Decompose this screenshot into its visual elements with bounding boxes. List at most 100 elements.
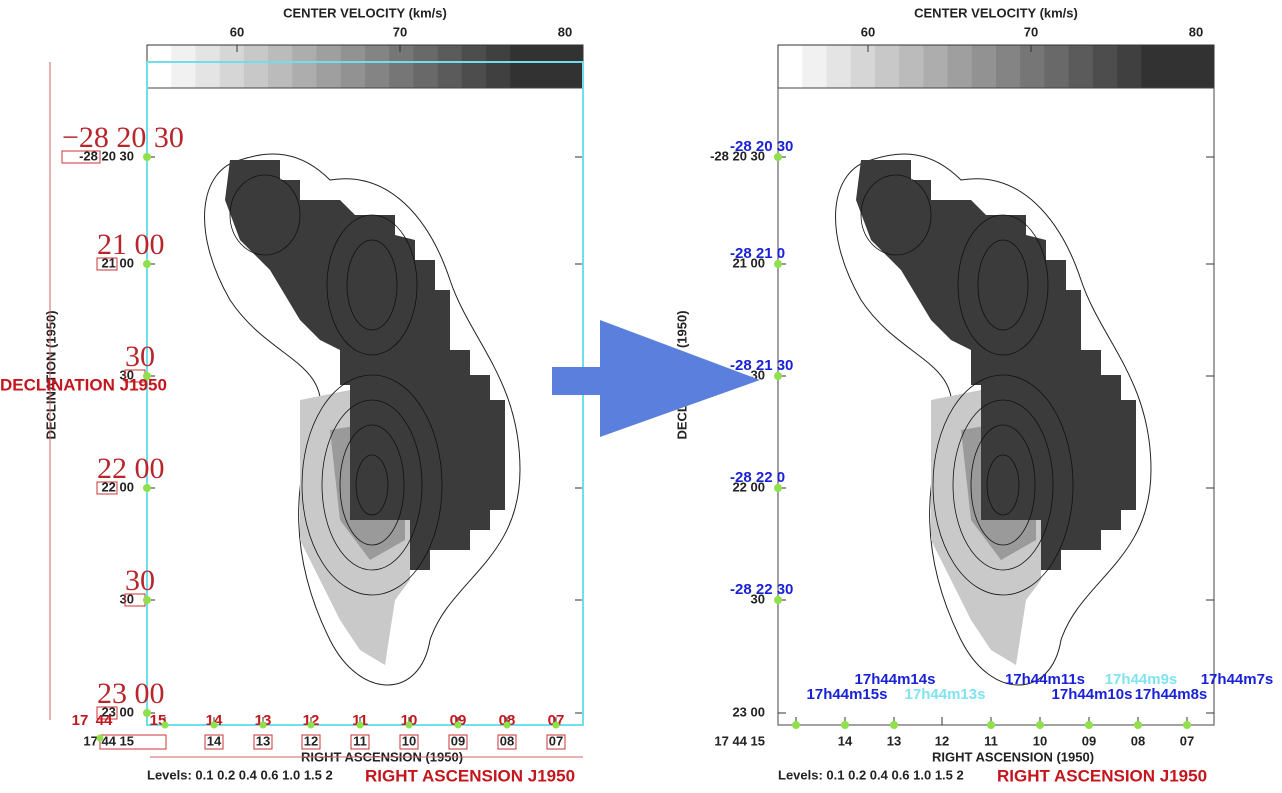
ra-label: 09	[451, 733, 465, 748]
ra-label: 08	[500, 733, 514, 748]
colorbar-step	[1141, 45, 1167, 88]
green-dot	[454, 721, 462, 729]
map-contour	[860, 174, 932, 256]
colorbar-step	[1165, 45, 1191, 88]
green-dot	[307, 721, 315, 729]
green-dot	[774, 372, 782, 380]
label-box	[253, 734, 273, 750]
dec-label: 30	[120, 367, 134, 382]
levels: Levels: 0.1 0.2 0.4 0.6 1.0 1.5 2	[147, 767, 333, 782]
colorbar-step	[826, 45, 852, 88]
colorbar-step	[899, 45, 924, 88]
overlay-dec-label: -28 22 0	[730, 469, 785, 486]
colorbar-step	[1044, 45, 1070, 88]
overlay-dec-label: 21 00	[97, 228, 165, 261]
map-contour	[977, 239, 1029, 331]
colorbar-step	[316, 45, 342, 88]
colorbar-tick-label: 70	[1024, 24, 1038, 39]
overlay-dec-title: DECLINATION J1950	[0, 375, 167, 394]
colorbar-step	[461, 45, 487, 88]
colorbar-tick-label: 60	[230, 24, 244, 39]
map-contour	[326, 214, 418, 356]
label-box	[96, 706, 118, 720]
dec-label: 21 00	[732, 255, 765, 270]
colorbar-step	[947, 45, 973, 88]
overlay-ra-title: RIGHT ASCENSION J1950	[365, 766, 575, 785]
colorbar-step	[243, 45, 269, 88]
label-box	[96, 481, 118, 495]
label-box	[96, 257, 118, 271]
overlay-ra-label: 17h44m13s	[905, 686, 986, 703]
colorbar-tick-label: 80	[558, 24, 572, 39]
dec-label: 23 00	[101, 704, 134, 719]
overlay-ra-label: 17h44m9s	[1105, 671, 1178, 688]
colorbar-step	[778, 45, 803, 88]
colorbar-step	[340, 45, 366, 88]
overlay-ra-label: 12	[303, 712, 320, 729]
ra-label: 08	[1131, 733, 1145, 748]
overlay-dec-label: -28 21 30	[730, 357, 793, 374]
colorbar-step	[510, 45, 536, 88]
ra-label: 07	[549, 733, 563, 748]
overlay-ra-label: 17h44m7s	[1201, 671, 1274, 688]
green-dot	[1036, 721, 1044, 729]
overlay-ra-label: 17h44m14s	[855, 671, 936, 688]
ra-title: RIGHT ASCENSION (1950)	[932, 749, 1094, 764]
overlay-ra-label: 13	[255, 712, 272, 729]
colorbar-step	[1189, 45, 1215, 88]
map-dark	[225, 160, 505, 570]
overlay-ra-label: 17	[72, 712, 89, 729]
colorbar-step	[195, 45, 221, 88]
label-box	[448, 734, 468, 750]
overlay-ra-label: 08	[499, 712, 516, 729]
map-contour	[957, 214, 1049, 356]
ra-label: 10	[402, 733, 416, 748]
panel: 60 70 80 CENTER VELOCITY (km/s) -28 20 30 21 …	[674, 5, 1273, 785]
green-dot	[356, 721, 364, 729]
colorbar-step	[802, 45, 827, 88]
plot-frame	[777, 87, 1215, 726]
colorbar-tick-label: 70	[393, 24, 407, 39]
green-dot	[552, 721, 560, 729]
ra-label: 11	[984, 733, 998, 748]
dec-label: 23 00	[732, 704, 765, 719]
map-contour	[970, 424, 1036, 546]
colorbar-step	[1020, 45, 1045, 88]
green-dot	[792, 721, 800, 729]
label-box	[301, 734, 321, 750]
overlay-dec-label: 30	[125, 564, 155, 597]
colorbar-step	[219, 45, 245, 88]
dec-label: 30	[120, 591, 134, 606]
overlay-dec-label: 22 00	[97, 452, 165, 485]
overlay-ra-label: 17h44m8s	[1135, 686, 1208, 703]
green-dot	[405, 721, 413, 729]
dec-label: 22 00	[101, 479, 134, 494]
ra-label: 13	[887, 733, 901, 748]
ra-label: 13	[256, 733, 270, 748]
map-contour	[339, 424, 405, 546]
overlay-ra-label: 17h44m15s	[807, 686, 888, 703]
panel: 60 70 80 CENTER VELOCITY (km/s) -28 20 30 21 …	[0, 5, 584, 785]
label-box	[350, 734, 370, 750]
green-dot	[143, 484, 151, 492]
label-box	[497, 734, 517, 750]
map-contour	[321, 399, 423, 571]
ra-label: 07	[1180, 733, 1194, 748]
overlay-ra-label: 17h44m10s	[1052, 686, 1133, 703]
dec-label: 30	[751, 591, 765, 606]
colorbar-step	[874, 45, 900, 88]
colorbar-step	[850, 45, 876, 88]
colorbar-step	[1092, 45, 1118, 88]
green-dot	[143, 709, 151, 717]
colorbar-step	[1117, 45, 1142, 88]
map-contour	[346, 239, 398, 331]
colorbar-title: CENTER VELOCITY (km/s)	[283, 5, 447, 20]
green-dot	[143, 596, 151, 604]
overlay-dec-label: −28 20 30	[62, 121, 184, 154]
green-dot	[987, 721, 995, 729]
colorbar-step	[268, 45, 293, 88]
green-dot	[143, 372, 151, 380]
overlay-ra-label: 07	[548, 712, 565, 729]
overlay-ra-label: 17h44m11s	[1005, 671, 1085, 688]
